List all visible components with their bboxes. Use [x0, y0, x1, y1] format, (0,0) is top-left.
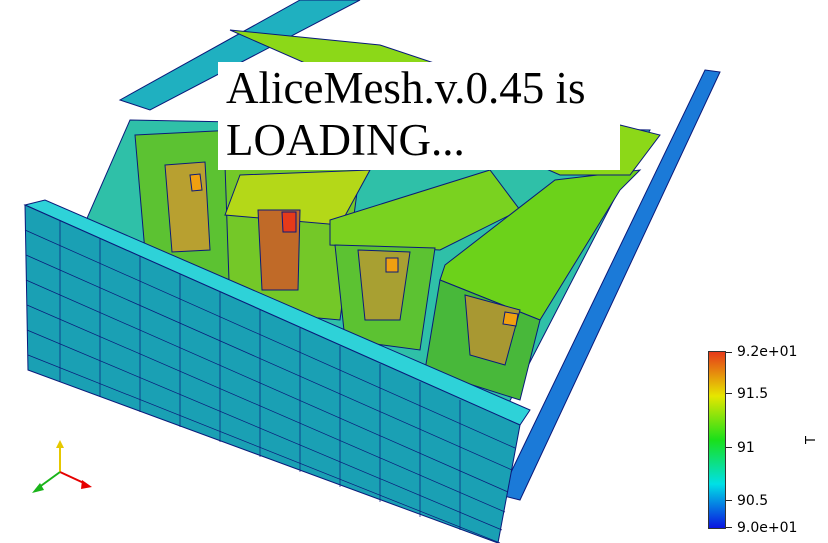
x-axis-line: [59, 471, 87, 485]
banner-title: AliceMesh.v.0.45 is: [226, 63, 586, 113]
color-legend-bar: [708, 351, 726, 529]
orientation-axes-widget[interactable]: [26, 438, 96, 498]
x-axis-arrowhead: [81, 480, 92, 489]
front-wall-grid: [24, 220, 516, 543]
colorbar-min-label: 9.0e+01: [737, 520, 798, 536]
z-axis-arrowhead: [32, 483, 44, 493]
colorbar-max-label: 9.2e+01: [737, 344, 798, 360]
heatsink-2: [224, 164, 371, 321]
heatsink-3: [329, 169, 521, 351]
y-axis-arrowhead: [56, 440, 64, 448]
colorbar-tick-90-5: [726, 500, 732, 501]
colorbar-tick-min: [726, 527, 732, 528]
loading-banner: AliceMesh.v.0.45 is LOADING...: [218, 62, 620, 170]
right-wall: [499, 69, 721, 501]
colorbar-tick-label: 90.5: [737, 493, 769, 509]
colorbar-tick-label: 91.5: [737, 386, 769, 402]
heatsink-4: [424, 169, 642, 401]
colorbar-tick-label: 91: [737, 440, 755, 456]
orientation-axes-icon: [32, 440, 92, 493]
colorbar-tick-91: [726, 447, 732, 448]
z-axis-line: [37, 471, 61, 489]
colorbar-tick-max: [726, 352, 732, 353]
back-wall-top: [118, 0, 361, 111]
banner-status: LOADING...: [226, 115, 465, 165]
colorbar-tick-91-5: [726, 393, 732, 394]
colorbar-title: T: [804, 436, 819, 444]
front-wall: [24, 204, 521, 543]
